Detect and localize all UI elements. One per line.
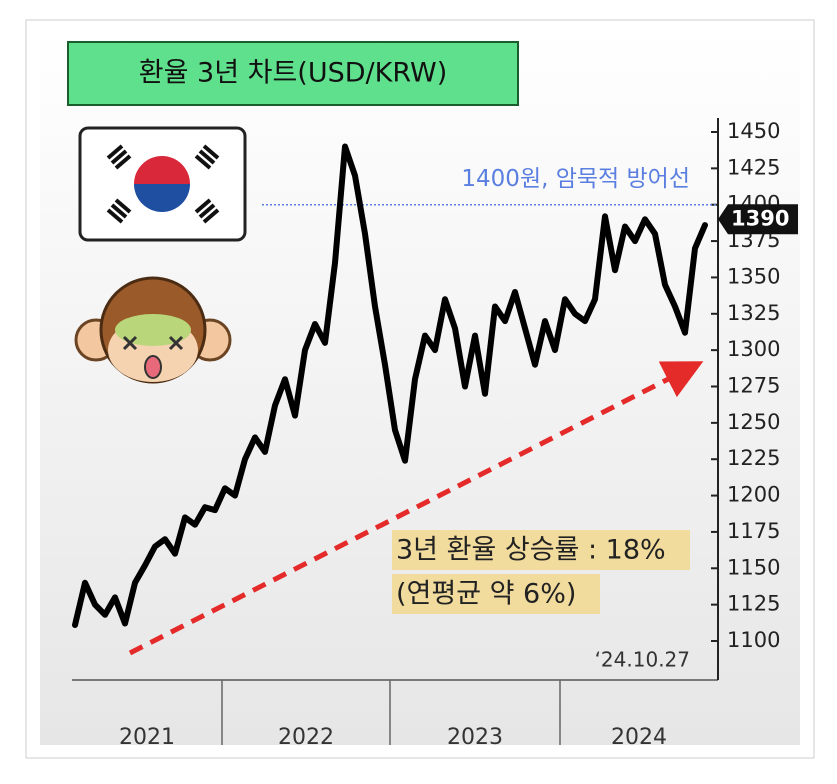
y-tick-label: 1450 <box>727 119 780 143</box>
y-tick-label: 1325 <box>727 301 780 325</box>
y-tick-label: 1350 <box>727 264 780 288</box>
annotation-box <box>392 574 600 614</box>
date-note: ‘24.10.27 <box>595 648 690 672</box>
annotation: 3년 환율 상승률 : 18% <box>396 535 666 566</box>
reference-label: 1400원, 암묵적 방어선 <box>461 166 690 192</box>
y-tick-label: 1150 <box>727 555 780 579</box>
last-value-label: 1390 <box>731 206 789 230</box>
annotation: (연평균 약 6%) <box>396 579 576 610</box>
x-tick-label: 2022 <box>278 725 334 750</box>
x-tick-label: 2023 <box>447 725 503 750</box>
x-tick-label: 2024 <box>611 725 667 750</box>
y-tick-label: 1425 <box>727 155 780 179</box>
annotation-box <box>392 530 690 570</box>
y-tick-label: 1225 <box>727 446 780 470</box>
y-tick-label: 1300 <box>727 337 780 361</box>
last-value-box <box>718 204 798 235</box>
x-tick-label: 2021 <box>119 725 175 750</box>
y-tick-label: 1175 <box>727 519 780 543</box>
y-tick-label: 1250 <box>727 410 780 434</box>
flag-icon <box>78 126 247 242</box>
y-tick-label: 1100 <box>727 628 780 652</box>
y-tick-label: 1275 <box>727 374 780 398</box>
series-line <box>72 143 708 628</box>
title-box <box>67 41 519 106</box>
monkey-icon <box>74 276 232 384</box>
trend-arrow <box>128 361 704 656</box>
y-tick-label: 1200 <box>727 483 780 507</box>
chart-title: 환율 3년 차트(USD/KRW) <box>139 58 447 89</box>
plot: 환율 3년 차트(USD/KRW) 3년 환율 상승률 : 18% (연평 <box>67 41 798 750</box>
y-tick-label: 1125 <box>727 592 780 616</box>
